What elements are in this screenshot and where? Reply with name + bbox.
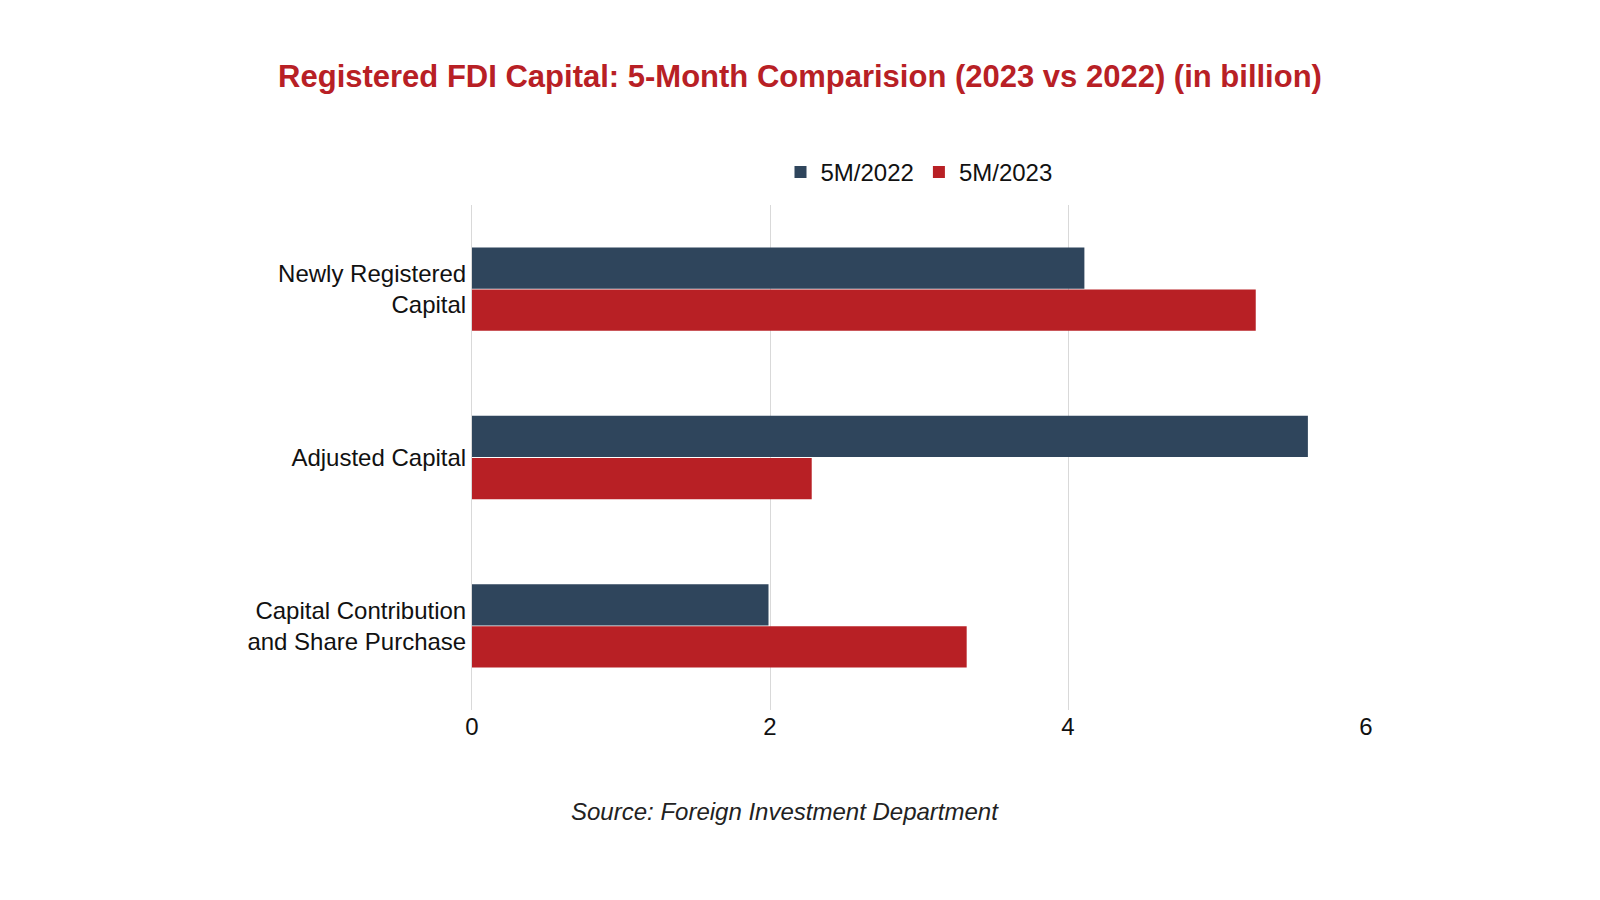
svg-text:4: 4	[1061, 713, 1074, 740]
svg-text:5M/2022: 5M/2022	[821, 159, 914, 186]
svg-text:Source: Foreign Investment Dep: Source: Foreign Investment Department	[571, 798, 999, 825]
svg-text:Registered FDI Capital: 5-Mont: Registered FDI Capital: 5-Month Comparis…	[278, 59, 1322, 94]
svg-text:5M/2023: 5M/2023	[959, 159, 1052, 186]
svg-text:Newly RegisteredCapital: Newly RegisteredCapital	[278, 260, 466, 318]
svg-text:Capital Contributionand Share: Capital Contributionand Share Purchase	[247, 597, 466, 655]
svg-text:6: 6	[1359, 713, 1372, 740]
svg-text:Adjusted Capital: Adjusted Capital	[291, 444, 466, 471]
svg-text:2: 2	[763, 713, 776, 740]
svg-text:0: 0	[465, 713, 478, 740]
